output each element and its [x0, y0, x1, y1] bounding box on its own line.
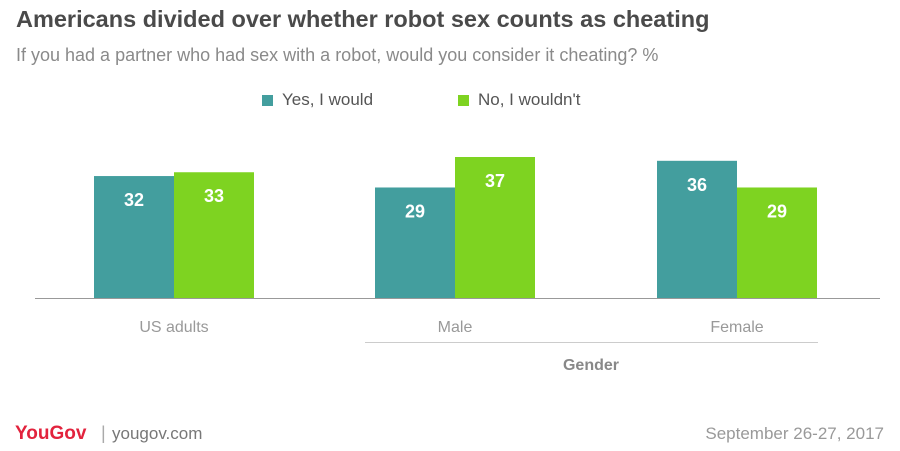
bar-no-2	[737, 187, 817, 298]
bar-chart: 32 33 US adults 29 37 Male 36 29 Female Gender	[35, 157, 880, 374]
legend: Yes, I would No, I wouldn't	[0, 90, 900, 114]
data-label-yes-1: 29	[405, 201, 425, 221]
group-label: Gender	[563, 357, 619, 374]
legend-label-yes: Yes, I would	[282, 90, 374, 109]
legend-swatch-no	[458, 94, 469, 106]
survey-date: September 26-27, 2017	[705, 424, 884, 443]
footer-site-link[interactable]: yougov.com	[112, 424, 203, 443]
category-label-0: US adults	[139, 319, 208, 336]
legend-label-no: No, I wouldn't	[478, 90, 581, 109]
footer-separator: |	[101, 423, 106, 443]
data-label-no-0: 33	[204, 186, 224, 206]
legend-swatch-yes	[262, 94, 273, 106]
bar-yes-0	[94, 176, 174, 298]
bar-yes-1	[375, 187, 455, 298]
yougov-logo: YouGov	[15, 423, 87, 444]
data-label-no-2: 29	[767, 201, 787, 221]
data-label-no-1: 37	[485, 171, 505, 191]
bar-no-1	[455, 157, 535, 298]
legend-item-yes: Yes, I would	[262, 90, 373, 110]
bar-yes-2	[657, 160, 737, 298]
data-label-yes-0: 32	[124, 190, 144, 210]
bar-no-0	[174, 172, 254, 298]
chart-title: Americans divided over whether robot sex…	[16, 6, 710, 32]
legend-item-no: No, I wouldn't	[458, 90, 580, 110]
data-label-yes-2: 36	[687, 175, 707, 195]
chart-subtitle: If you had a partner who had sex with a …	[16, 45, 659, 65]
category-label-1: Male	[438, 319, 473, 336]
category-label-2: Female	[710, 319, 763, 336]
